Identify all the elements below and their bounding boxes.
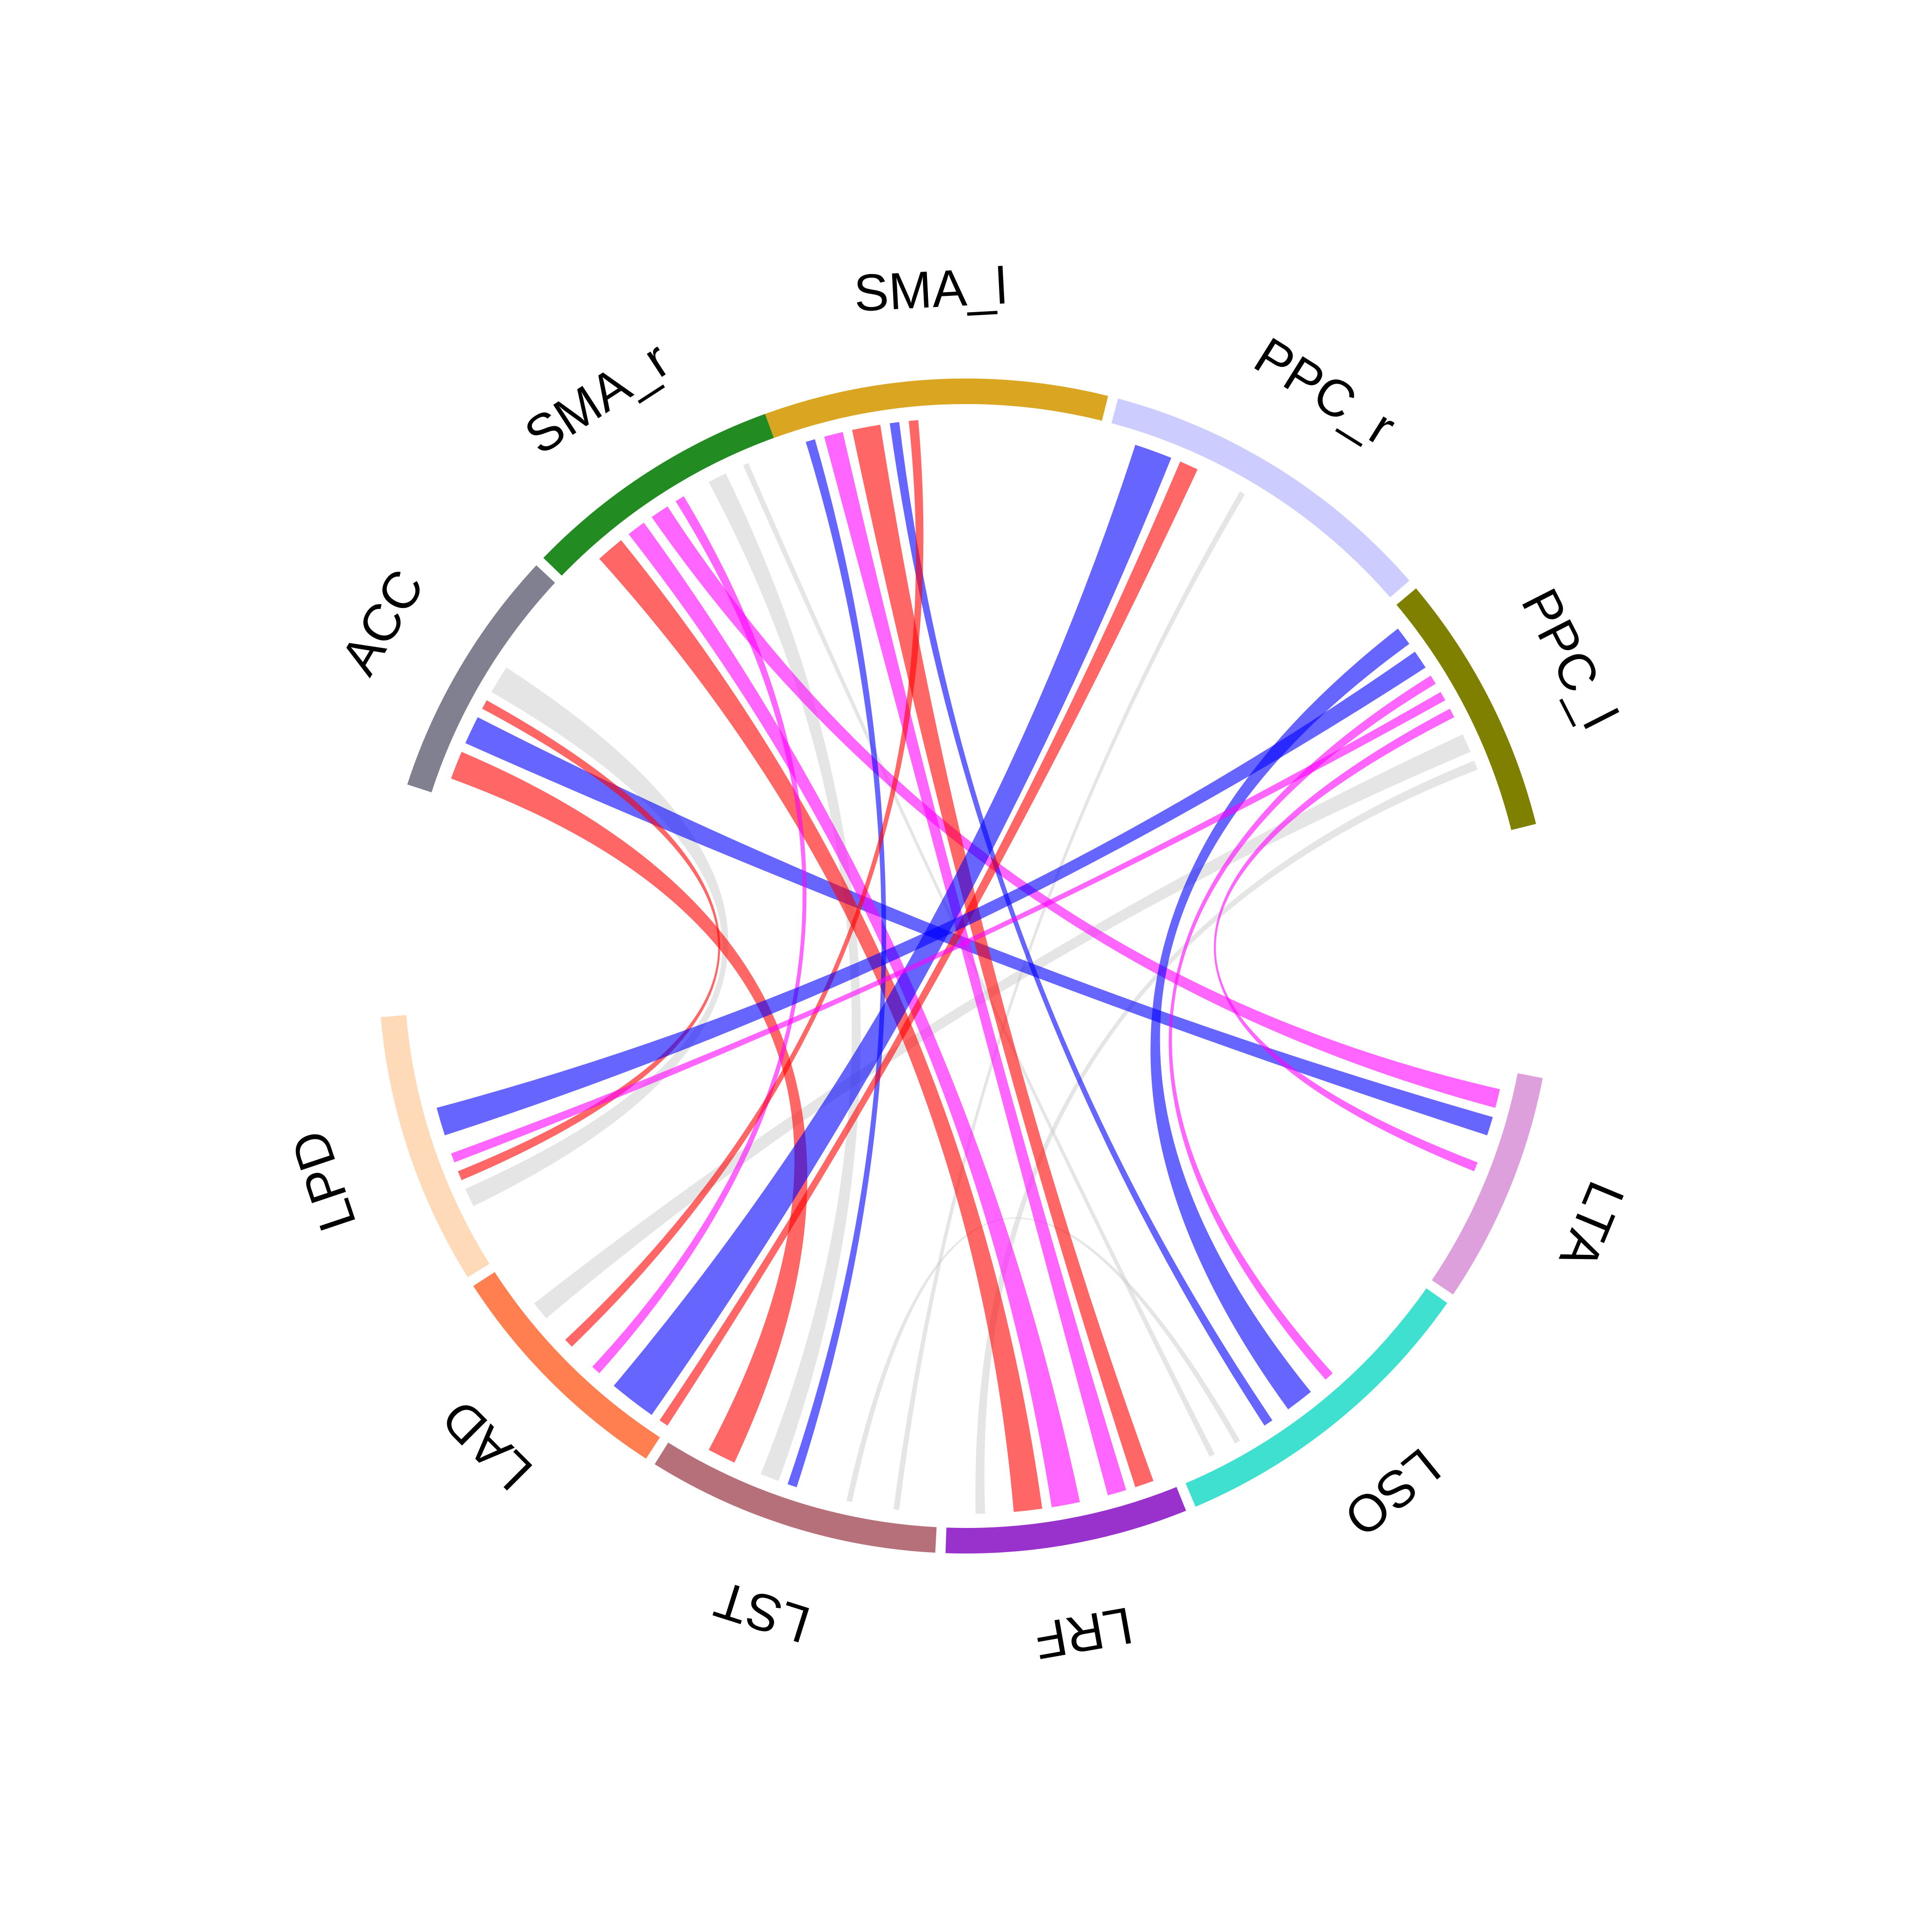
labels-layer: SMA_l PPC_r PPC_l LTA LSO LRF LST LAD LPD ACC SMA_… [280,256,1636,1671]
link-ppc-l-to-lso [1168,675,1436,1380]
link-acc-to-lta [465,717,1493,1136]
link-ppc-r-to-lad [659,461,1198,1426]
sector-arc-lrf [945,1487,1186,1553]
sector-arc-lso [1185,1288,1448,1507]
link-sma-l-to-lrf [852,424,1154,1488]
sector-label-ppc-r: PPC_r [1245,326,1405,457]
sector-label-sma-r: SMA_r [515,330,679,465]
link-sma-r-to-lrf [628,522,1080,1508]
sector-arc-lpd [380,1015,490,1278]
link-ppc-l-to-lrf [975,761,1478,1514]
sector-label-lso: LSO [1334,1437,1451,1548]
link-acc-to-lpd [457,700,720,1181]
link-acc-to-lpd [465,667,729,1207]
link-ppc-l-to-lpd [437,652,1426,1136]
sector-label-lpd: LPD [280,1124,367,1238]
sector-arc-lad [473,1272,660,1459]
sector-label-lad: LAD [431,1389,543,1501]
sector-arc-lta [1432,1073,1543,1295]
sector-label-sma-l: SMA_l [853,256,1009,322]
link-sma-r-to-lso [743,463,1215,1457]
sector-arc-ppc-r [1111,398,1410,598]
sector-label-lrf: LRF [1030,1596,1137,1671]
link-ppc-l-to-lta [1214,709,1478,1171]
sector-arc-ppc-l [1396,588,1536,830]
sector-arc-acc [407,565,555,793]
link-ppc-l-to-lad [534,734,1471,1318]
sector-label-ppc-l: PPC_l [1510,580,1629,738]
sector-arc-sma-l [765,379,1108,438]
sector-arc-sma-r [543,414,774,576]
links-layer [437,420,1500,1514]
sector-label-acc: ACC [329,560,435,684]
sector-label-lta: LTA [1548,1174,1636,1277]
link-sma-l-to-lrf [824,432,1126,1495]
sector-arc-lst [654,1442,937,1553]
sector-label-lst: LST [708,1570,816,1654]
link-ppc-r-to-lad [614,444,1171,1415]
sectors-layer [380,379,1543,1553]
